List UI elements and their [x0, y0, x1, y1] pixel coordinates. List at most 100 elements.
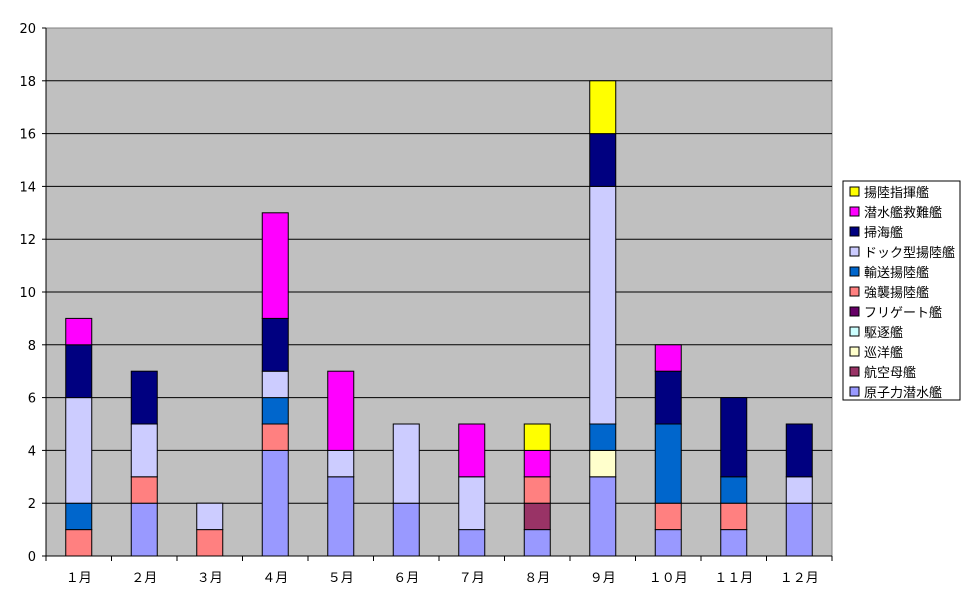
bar-segment: [327, 370, 355, 451]
x-tick-label: １０月: [649, 571, 688, 586]
bar-segment: [523, 529, 551, 557]
y-tick-label: 6: [28, 392, 36, 407]
bar-segment: [65, 529, 93, 557]
legend-box: [842, 180, 961, 401]
x-tick-label: １月: [66, 571, 92, 586]
bar-segment: [589, 476, 617, 557]
bar-segment: [654, 529, 682, 557]
bar-segment: [523, 476, 551, 504]
bar-segment: [327, 476, 355, 557]
bar-segment: [589, 449, 617, 478]
legend-label: 揚陸指揮艦: [864, 185, 929, 201]
legend-swatch: [849, 186, 860, 197]
bar-segment: [327, 449, 355, 478]
legend-swatch: [849, 206, 860, 217]
legend-swatch: [849, 366, 860, 377]
legend-label: 原子力潜水艦: [864, 386, 942, 401]
bar-segment: [654, 344, 682, 372]
bar-segment: [523, 449, 551, 478]
bars: [65, 80, 813, 557]
x-tick-label: ６月: [393, 571, 419, 586]
legend-label: 掃海艦: [864, 225, 903, 241]
bar-segment: [261, 370, 289, 399]
legend-swatch: [849, 226, 860, 237]
bar-segment: [261, 423, 289, 451]
bar-segment: [261, 397, 289, 425]
bar-segment: [654, 370, 682, 425]
legend-label: 駆逐艦: [864, 326, 903, 341]
x-tick-label: ７月: [459, 571, 485, 586]
x-tick-label: １２月: [780, 571, 819, 586]
x-axis: １月 ２月 ３月 ４月 ５月 ６月 ７月 ８月 ９月 １０月 １１月 １２月: [45, 555, 833, 586]
y-tick-label: 10: [19, 286, 36, 301]
bar-segment: [458, 476, 486, 531]
bar-segment: [523, 423, 551, 451]
bar-segment: [130, 370, 158, 425]
bar-segment: [654, 502, 682, 531]
y-axis: 0 2 4 6 8 10 12 14 16 18 20: [19, 22, 47, 565]
bar-segment: [720, 397, 748, 478]
bar-segment: [65, 317, 93, 346]
y-tick-label: 4: [28, 444, 36, 459]
bar-segment: [65, 502, 93, 531]
legend-swatch: [849, 306, 860, 317]
y-tick-label: 0: [28, 550, 36, 565]
y-tick-label: 12: [19, 233, 36, 248]
bar-segment: [65, 397, 93, 504]
bar-segment: [589, 423, 617, 451]
bar-segment: [589, 185, 617, 425]
bar-segment: [589, 80, 617, 135]
legend-swatch: [849, 346, 860, 357]
x-tick-label: ５月: [328, 571, 354, 586]
x-tick-label: ９月: [590, 571, 616, 586]
x-tick-label: ３月: [197, 571, 223, 586]
bar-segment: [458, 529, 486, 557]
legend-label: 潜水艦救難艦: [864, 205, 942, 221]
legend-swatch: [849, 386, 860, 397]
bar-segment: [720, 502, 748, 531]
bar-segment: [785, 423, 813, 478]
bar-segment: [785, 502, 813, 557]
legend-label: 航空母艦: [864, 365, 916, 381]
legend-swatch: [849, 286, 860, 297]
bar-segment: [785, 476, 813, 504]
y-tick-label: 20: [19, 22, 36, 37]
bar-segment: [458, 423, 486, 478]
x-tick-label: １１月: [714, 571, 753, 586]
legend-swatch: [849, 246, 860, 257]
legend: 揚陸指揮艦潜水艦救難艦掃海艦ドック型揚陸艦輸送揚陸艦強襲揚陸艦フリゲート艦駆逐艦…: [842, 180, 961, 401]
y-tick-label: 16: [19, 128, 36, 143]
bar-segment: [261, 449, 289, 557]
bar-segment: [130, 502, 158, 557]
grid-lines: [46, 80, 832, 504]
legend-label: 強襲揚陸艦: [864, 285, 929, 301]
bar-segment: [392, 423, 420, 504]
bar-segment: [392, 502, 420, 557]
bar-segment: [196, 529, 224, 557]
bar-segment: [65, 344, 93, 399]
legend-label: ドック型揚陸艦: [864, 245, 955, 261]
bar-segment: [130, 423, 158, 478]
legend-swatch: [849, 266, 860, 277]
legend-label: 巡洋艦: [864, 346, 903, 361]
bar-segment: [720, 529, 748, 557]
bar-segment: [523, 502, 551, 531]
x-tick-label: ８月: [524, 571, 550, 586]
bar-segment: [196, 502, 224, 531]
x-tick-label: ２月: [131, 571, 157, 586]
y-tick-label: 8: [28, 339, 36, 354]
bar-segment: [261, 317, 289, 372]
bar-segment: [720, 476, 748, 504]
legend-label: フリゲート艦: [864, 306, 942, 321]
bar-segment: [589, 133, 617, 187]
legend-label: 輸送揚陸艦: [864, 265, 929, 281]
y-tick-label: 18: [19, 75, 36, 90]
legend-swatch: [849, 326, 860, 337]
x-tick-label: ４月: [262, 571, 288, 586]
bar-segment: [654, 423, 682, 504]
y-tick-label: 2: [28, 497, 36, 512]
bar-segment: [261, 212, 289, 319]
bar-segment: [130, 476, 158, 504]
